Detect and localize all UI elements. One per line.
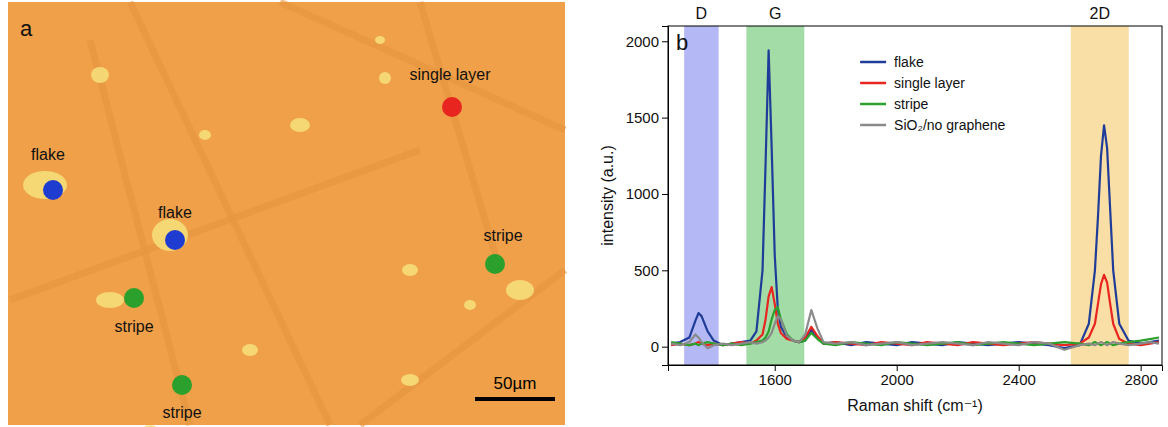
panel-b: D G 2D 1600 2000 2400 2800 0 500 1000 1500 2000 Rama…	[599, 5, 1163, 414]
y-tick-label: 1000	[626, 185, 659, 202]
residue-texture	[375, 36, 385, 44]
spot-label: stripe	[162, 404, 201, 421]
peak-band	[684, 26, 718, 365]
spectrum-line	[671, 307, 1159, 345]
y-tick: 1000	[626, 185, 668, 202]
residue-texture	[379, 72, 391, 84]
residue-texture	[142, 425, 158, 427]
spectrum-line	[671, 310, 1159, 350]
y-tick: 0	[651, 338, 668, 355]
micrograph-texture	[10, 2, 565, 427]
spectrum-line	[671, 50, 1159, 348]
band-label: 2D	[1090, 5, 1110, 22]
canvas: single layer flake flake stripe stripe stripe…	[0, 0, 1168, 427]
legend-swatch	[860, 82, 886, 85]
legend-label: SiO₂/no graphene	[894, 117, 1006, 133]
residue-texture	[464, 300, 476, 310]
y-axis: 0 500 1000 1500 2000	[626, 27, 669, 366]
y-axis-title: intensity (a.u.)	[599, 145, 616, 245]
y-tick-mark	[662, 270, 668, 271]
x-axis-title: Raman shift (cm⁻¹)	[847, 397, 983, 414]
legend-label: single layer	[894, 75, 965, 91]
spot-label: flake	[158, 204, 192, 221]
residue-texture	[242, 344, 258, 356]
legend-swatch	[860, 103, 886, 106]
spot-label: single layer	[410, 66, 492, 83]
scale-bar-label: 50µm	[494, 374, 537, 393]
measurement-spot	[172, 375, 192, 395]
x-tick: 1600	[759, 365, 792, 388]
measurement-spot	[485, 254, 505, 274]
plot-area	[671, 26, 1159, 365]
stripe-texture	[360, 270, 565, 425]
residue-texture	[23, 171, 67, 199]
spot-label: flake	[31, 146, 65, 163]
stripe-texture	[130, 2, 330, 425]
y-tick-mark	[662, 194, 668, 195]
y-tick: 500	[634, 262, 668, 279]
y-tick-mark	[662, 41, 668, 42]
scale-bar	[475, 397, 555, 401]
y-tick-label: 500	[634, 262, 659, 279]
panel-letter: b	[676, 30, 688, 55]
residue-texture	[152, 219, 188, 251]
spectrum-line	[671, 275, 1159, 345]
residue-texture	[96, 292, 124, 308]
residue-texture	[401, 374, 419, 386]
measurement-spot	[165, 230, 185, 250]
x-tick-label: 2000	[881, 371, 914, 388]
spot-label: stripe	[483, 227, 522, 244]
y-tick-label: 0	[651, 338, 659, 355]
x-axis: 1600 2000 2400 2800	[669, 365, 1163, 388]
band-label: D	[696, 5, 708, 22]
y-tick-mark	[662, 118, 668, 119]
legend: flake single layer stripe SiO₂/no graphene	[860, 54, 1006, 133]
residue-texture	[506, 280, 534, 300]
x-tick-label: 2800	[1124, 371, 1157, 388]
y-axis-line	[662, 27, 669, 366]
x-tick-label: 1600	[759, 371, 792, 388]
legend-swatch	[860, 124, 886, 127]
panel-a: single layer flake flake stripe stripe stripe…	[8, 2, 565, 427]
y-tick-mark	[662, 347, 668, 348]
residue-texture	[402, 264, 418, 276]
plot-background	[668, 26, 1162, 365]
legend-label: stripe	[894, 96, 928, 112]
measurement-spot	[43, 180, 63, 200]
x-tick: 2800	[1124, 365, 1157, 388]
x-tick-label: 2400	[1002, 371, 1035, 388]
y-tick: 1500	[626, 109, 668, 126]
x-axis-line	[669, 366, 1163, 372]
measurement-spot	[442, 97, 462, 117]
residue-texture	[290, 118, 310, 132]
band-label: G	[769, 5, 781, 22]
y-tick-label: 1500	[626, 109, 659, 126]
residue-texture	[91, 67, 109, 83]
x-tick: 2400	[1002, 365, 1035, 388]
spot-label: stripe	[114, 318, 153, 335]
plot-frame	[668, 26, 1162, 365]
y-tick: 2000	[626, 33, 668, 50]
residue-texture	[199, 130, 211, 140]
micrograph-background	[8, 2, 565, 425]
legend-label: flake	[894, 54, 924, 70]
panel-letter: a	[20, 16, 33, 41]
stripe-texture	[10, 150, 420, 300]
x-tick: 2000	[881, 365, 914, 388]
figure: single layer flake flake stripe stripe stripe…	[0, 0, 1168, 427]
y-tick-label: 2000	[626, 33, 659, 50]
legend-swatch	[860, 61, 886, 64]
measurement-spot	[124, 288, 144, 308]
